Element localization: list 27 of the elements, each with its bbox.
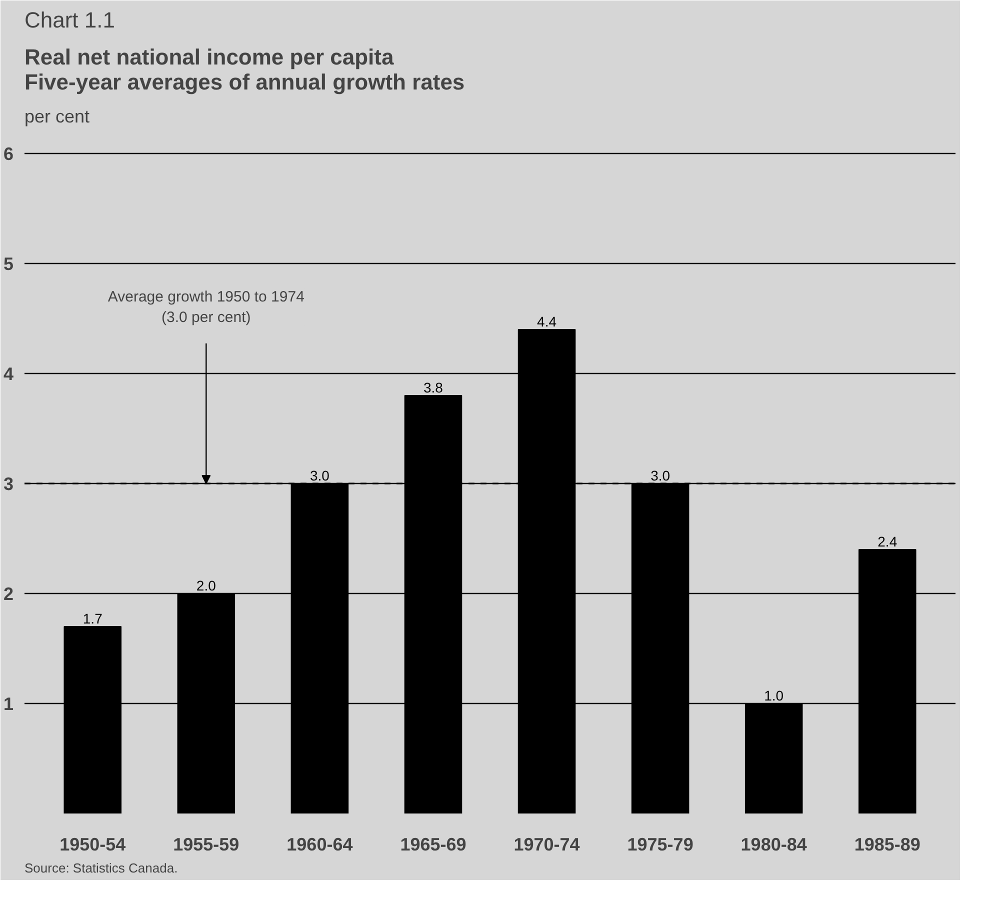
y-tick-label: 1: [3, 694, 14, 714]
y-axis-title: per cent: [24, 106, 90, 126]
chart-subtitle: Real net national income per capita Five-year averages of annual growth rates: [24, 44, 465, 94]
x-tick-label: 1960-64: [286, 834, 353, 854]
x-tick-label: 1965-69: [400, 834, 466, 854]
data-label: 2.0: [196, 578, 216, 594]
annotation: Average growth 1950 to 1974 (3.0 per cent): [108, 288, 304, 326]
x-tick-label: 1950-54: [60, 834, 126, 854]
chart-title: Chart 1.1: [24, 8, 115, 32]
source-note: Source: Statistics Canada.: [24, 860, 178, 876]
x-tick-label: 1980-84: [740, 834, 807, 854]
data-label: 3.0: [650, 468, 670, 484]
data-label: 1.7: [82, 610, 103, 626]
data-label: 1.0: [764, 688, 784, 704]
x-tick-label: 1970-74: [514, 834, 580, 854]
data-label: 2.4: [878, 534, 898, 550]
data-label: 3.0: [310, 468, 330, 484]
y-tick-label: 4: [3, 364, 14, 384]
x-tick-label: 1975-79: [627, 834, 694, 854]
data-label: 3.8: [424, 380, 444, 396]
y-tick-label: 5: [3, 254, 14, 274]
y-tick-label: 6: [3, 144, 14, 164]
data-label: 4.4: [537, 314, 557, 330]
x-tick-label: 1985-89: [854, 834, 920, 854]
x-tick-label: 1955-59: [173, 834, 240, 854]
y-tick-label: 3: [3, 474, 14, 494]
y-tick-label: 2: [3, 584, 14, 604]
